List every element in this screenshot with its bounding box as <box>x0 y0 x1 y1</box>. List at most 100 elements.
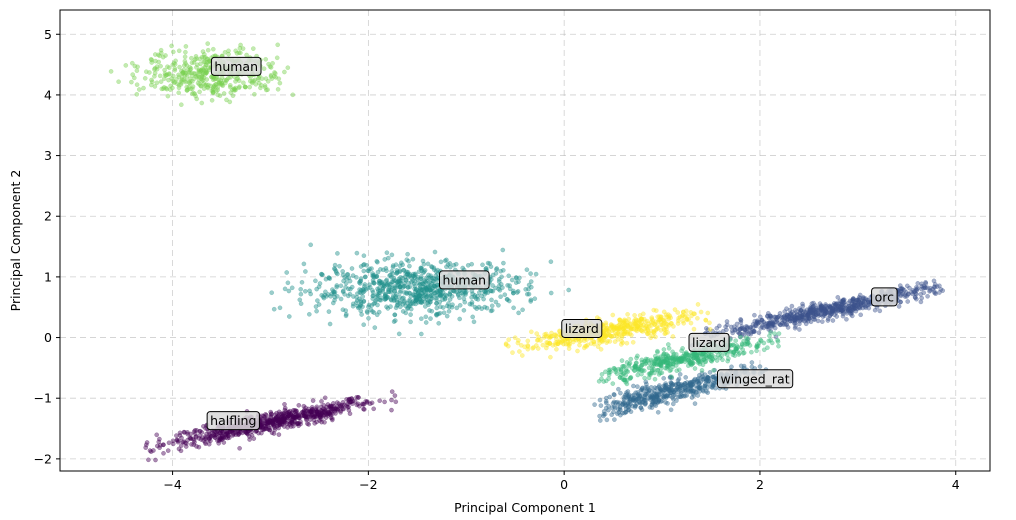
scatter-point <box>422 299 428 305</box>
scatter-point <box>405 271 410 277</box>
scatter-point <box>227 83 233 88</box>
scatter-point <box>626 361 632 367</box>
scatter-point <box>720 357 725 363</box>
scatter-point <box>268 418 274 424</box>
scatter-point <box>775 339 781 344</box>
scatter-point <box>412 283 418 289</box>
scatter-point <box>275 87 281 92</box>
scatter-point <box>340 402 345 408</box>
scatter-point <box>205 41 210 46</box>
scatter-point <box>670 334 676 339</box>
scatter-point <box>393 399 399 405</box>
scatter-point <box>361 268 367 274</box>
scatter-point <box>203 68 209 73</box>
scatter-point <box>203 71 208 77</box>
scatter-point <box>683 375 689 380</box>
scatter-point <box>269 290 275 296</box>
scatter-point <box>161 86 166 91</box>
scatter-point <box>244 430 249 436</box>
scatter-point <box>695 302 701 307</box>
scatter-point <box>152 70 158 76</box>
scatter-point <box>429 281 434 286</box>
scatter-point <box>182 54 188 60</box>
scatter-point <box>676 389 682 395</box>
scatter-point <box>794 309 799 314</box>
scatter-point <box>437 288 442 294</box>
scatter-point <box>418 287 423 292</box>
scatter-point <box>846 300 852 306</box>
scatter-point <box>656 397 662 403</box>
scatter-point <box>343 313 349 319</box>
scatter-point <box>450 302 455 308</box>
scatter-point <box>357 281 363 286</box>
scatter-point <box>506 337 512 342</box>
scatter-point <box>226 51 231 57</box>
scatter-point <box>317 281 323 286</box>
scatter-point <box>371 406 377 412</box>
scatter-point <box>630 365 635 371</box>
annotation-text: winged_rat <box>720 371 789 386</box>
scatter-point <box>705 355 711 361</box>
scatter-point <box>313 278 318 284</box>
scatter-point <box>535 337 541 343</box>
scatter-point <box>360 402 366 407</box>
scatter-point <box>668 407 674 413</box>
scatter-point <box>846 304 852 309</box>
scatter-point <box>599 376 604 382</box>
scatter-point <box>194 96 199 102</box>
scatter-point <box>361 406 366 412</box>
scatter-point <box>153 457 158 463</box>
scatter-point <box>665 393 671 399</box>
scatter-point <box>663 381 668 386</box>
scatter-point <box>528 271 533 276</box>
scatter-point <box>143 442 149 448</box>
scatter-point <box>919 295 925 301</box>
scatter-point <box>741 326 746 332</box>
scatter-point <box>154 443 160 449</box>
scatter-point <box>676 355 681 361</box>
scatter-point <box>597 397 603 403</box>
scatter-point <box>357 403 362 409</box>
scatter-point <box>374 312 380 318</box>
scatter-point <box>307 411 313 417</box>
scatter-point <box>603 398 609 404</box>
scatter-point <box>285 280 291 286</box>
scatter-point <box>695 357 701 363</box>
scatter-point <box>599 338 604 343</box>
scatter-point <box>752 312 757 318</box>
scatter-point <box>597 413 602 419</box>
scatter-point <box>834 314 840 319</box>
scatter-point <box>343 284 348 290</box>
scatter-point <box>146 457 151 463</box>
scatter-point <box>204 77 209 82</box>
annotation-text: human <box>214 59 258 74</box>
scatter-point <box>599 371 605 377</box>
scatter-point <box>792 316 798 321</box>
scatter-point <box>778 322 783 327</box>
scatter-point <box>154 432 159 438</box>
scatter-point <box>136 87 142 92</box>
scatter-point <box>489 308 495 313</box>
scatter-point <box>614 371 620 376</box>
scatter-point <box>247 84 252 90</box>
scatter-point <box>610 312 616 318</box>
scatter-point <box>754 319 760 325</box>
scatter-point <box>675 394 681 400</box>
scatter-point <box>158 47 164 53</box>
scatter-point <box>516 310 521 316</box>
scatter-point <box>209 98 215 103</box>
scatter-point <box>634 328 640 334</box>
y-tick-label: 5 <box>44 27 52 42</box>
scatter-point <box>496 276 502 282</box>
scatter-point <box>506 273 512 279</box>
scatter-point <box>315 298 320 303</box>
scatter-point <box>337 263 342 269</box>
scatter-point <box>210 46 216 52</box>
scatter-point <box>261 413 267 419</box>
scatter-point <box>651 367 657 372</box>
scatter-point <box>388 287 394 293</box>
scatter-point <box>196 67 202 73</box>
scatter-point <box>305 421 310 426</box>
scatter-point <box>633 316 638 322</box>
